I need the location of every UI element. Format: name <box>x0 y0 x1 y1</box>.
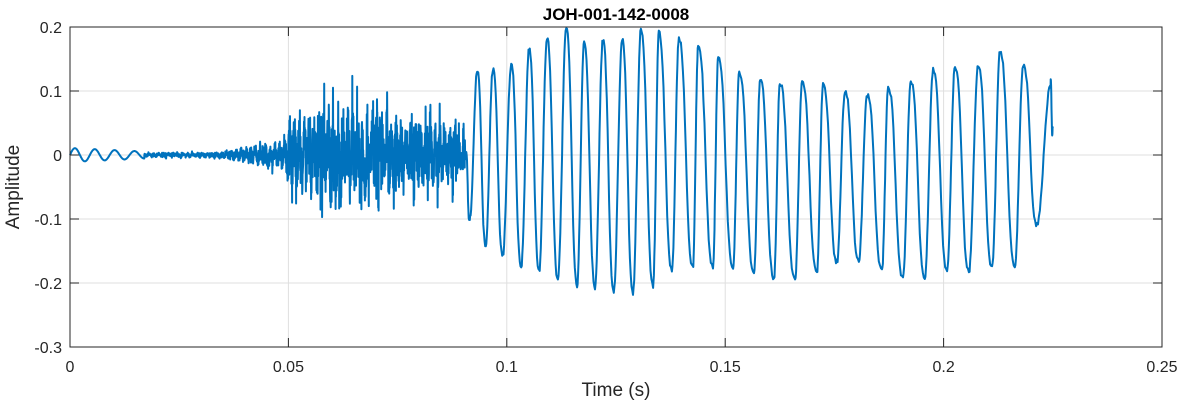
y-tick-label: -0.1 <box>34 212 62 229</box>
y-tick-label: 0.1 <box>40 84 62 101</box>
y-tick-label: 0 <box>53 148 62 165</box>
tick-marks <box>69 26 1163 348</box>
y-tick-label: 0.2 <box>40 20 62 37</box>
y-axis-label: Amplitude <box>3 145 24 230</box>
plot-area <box>69 27 1054 296</box>
x-axis-label: Time (s) <box>582 380 651 401</box>
x-tick-label: 0.25 <box>1146 359 1177 376</box>
waveform-line <box>69 27 1054 296</box>
x-tick-labels: 0 0.05 0.1 0.15 0.2 0.25 <box>66 359 1178 376</box>
x-tick-label: 0.15 <box>710 359 741 376</box>
y-tick-label: -0.2 <box>34 276 62 293</box>
x-tick-label: 0.1 <box>496 359 518 376</box>
x-tick-label: 0.2 <box>932 359 954 376</box>
y-tick-label: -0.3 <box>34 340 62 357</box>
y-tick-labels: -0.3 -0.2 -0.1 0 0.1 0.2 <box>34 20 62 357</box>
chart-title: JOH-001-142-0008 <box>543 5 689 24</box>
axes-box <box>69 26 1163 348</box>
x-tick-label: 0.05 <box>273 359 304 376</box>
x-tick-label: 0 <box>66 359 75 376</box>
